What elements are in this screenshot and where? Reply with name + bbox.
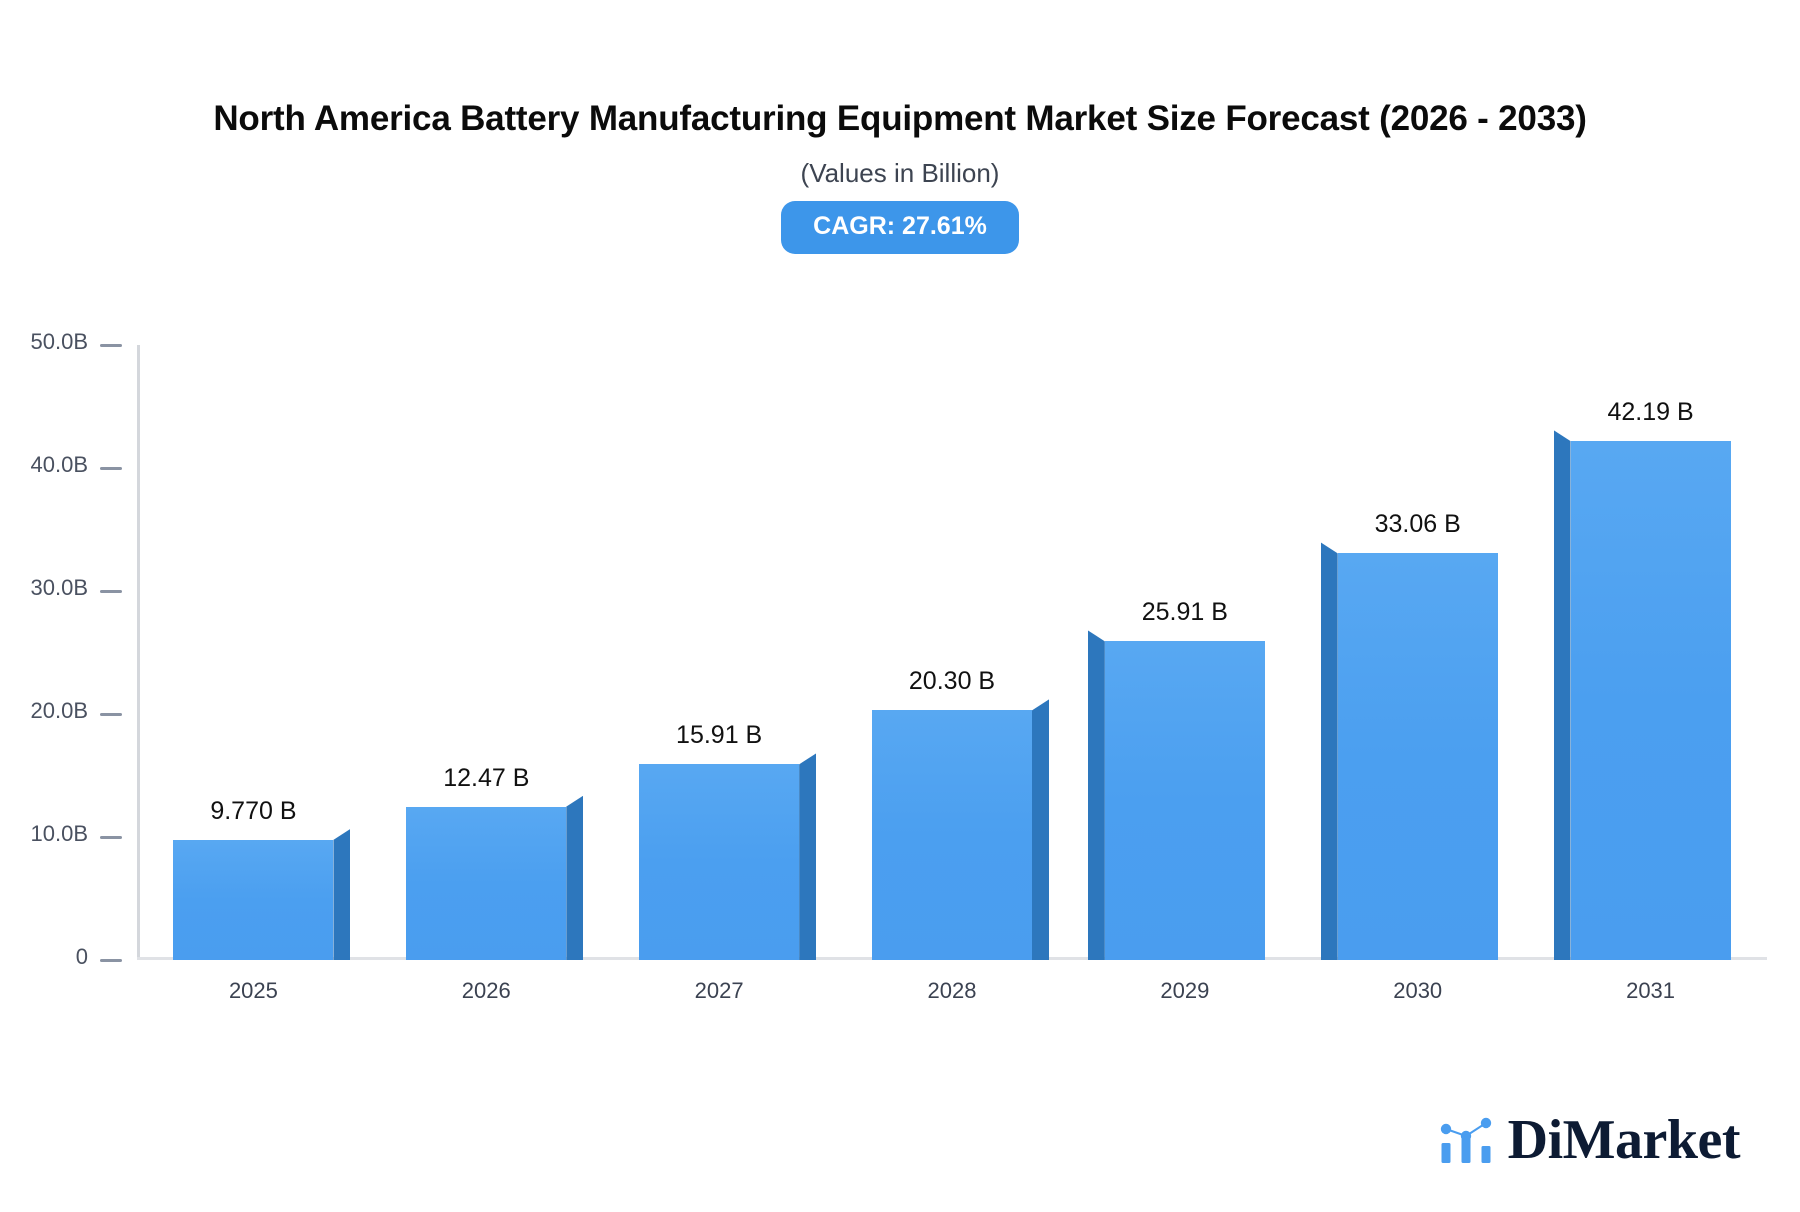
y-axis-tick-label: 10.0B	[30, 821, 89, 846]
bar-side-face	[566, 795, 584, 960]
bar-2029[interactable]: 25.91 B	[1087, 598, 1265, 960]
bar-side-face	[1553, 430, 1571, 960]
y-axis-tick-dash	[100, 467, 122, 470]
bar-value-label: 15.91 B	[676, 721, 763, 750]
y-axis-tick-label: 0	[75, 944, 88, 969]
bar-2027[interactable]: 15.91 B	[639, 721, 817, 960]
y-axis-tick-label: 50.0B	[30, 329, 89, 354]
bar-front-face	[1570, 441, 1731, 960]
bar-side-face	[1320, 542, 1338, 960]
bar-front-face	[1337, 553, 1498, 960]
y-axis-tick-dash	[100, 836, 122, 839]
y-axis-tick-dash	[100, 959, 122, 962]
y-axis-tick-label: 40.0B	[30, 452, 89, 477]
y-axis-tick-dash	[100, 344, 122, 347]
x-axis-label-2029: 2029	[1160, 978, 1210, 1003]
bar-2026[interactable]: 12.47 B	[406, 764, 584, 960]
bar-2025[interactable]: 9.770 B	[173, 797, 351, 960]
bar-side-face	[333, 828, 351, 960]
x-axis-label-2028: 2028	[927, 978, 977, 1003]
bars-layer: 9.770 B 12.47 B 15.91 B 20.30 B 25.91 B 33.06…	[137, 0, 1767, 1212]
bar-chart-trend-icon	[1440, 1117, 1491, 1163]
bar-front-face	[406, 806, 567, 960]
bar-2030[interactable]: 33.06 B	[1320, 510, 1498, 960]
bar-2028[interactable]: 20.30 B	[872, 667, 1049, 960]
bar-value-label: 42.19 B	[1607, 398, 1694, 427]
bar-side-face	[799, 753, 817, 960]
bar-side-face	[1032, 699, 1049, 960]
y-axis-tick-dash	[100, 590, 122, 593]
bar-value-label: 12.47 B	[443, 763, 530, 792]
bar-value-label: 9.770 B	[210, 796, 297, 825]
dimarket-wordmark: DiMarket	[1507, 1109, 1741, 1171]
cagr-badge: CAGR: 27.61%	[781, 201, 1019, 255]
y-axis-line	[137, 345, 140, 960]
y-axis-tick-label: 20.0B	[30, 698, 89, 723]
bar-front-face	[872, 710, 1032, 960]
bar-value-label: 20.30 B	[908, 667, 996, 696]
chart-subtitle: (Values in Billion)	[800, 158, 1000, 189]
bar-front-face	[1104, 641, 1265, 960]
bar-front-face	[173, 839, 334, 960]
x-axis-label-2031: 2031	[1626, 978, 1676, 1003]
x-axis-label-2026: 2026	[461, 978, 511, 1003]
chart-header: North America Battery Manufacturing Equi…	[0, 96, 1800, 255]
x-axis-label-2030: 2030	[1393, 978, 1443, 1003]
x-axis-label-2025: 2025	[228, 978, 278, 1003]
bar-front-face	[639, 764, 800, 960]
chart-title: North America Battery Manufacturing Equi…	[213, 99, 1587, 138]
y-axis-tick-dash	[100, 713, 122, 716]
bar-2031[interactable]: 42.19 B	[1553, 398, 1731, 960]
bar-side-face	[1087, 630, 1105, 960]
dimarket-logo: DiMarket	[1440, 1109, 1741, 1171]
x-axis-label-2027: 2027	[694, 978, 744, 1003]
y-axis-tick-label: 30.0B	[30, 575, 89, 600]
bar-value-label: 25.91 B	[1141, 598, 1228, 627]
bar-value-label: 33.06 B	[1374, 510, 1461, 539]
